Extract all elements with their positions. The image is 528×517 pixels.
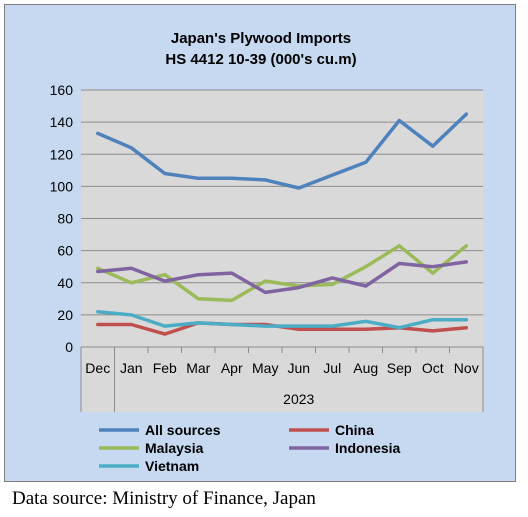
chart-title: Japan's Plywood Imports <box>171 30 351 47</box>
y-tick-label: 140 <box>50 114 74 130</box>
x-tick-label: Jan <box>120 360 143 376</box>
series-line-all-sources <box>96 112 469 190</box>
series-line-malaysia <box>96 244 469 303</box>
x-tick-label: Jul <box>323 360 341 376</box>
series-line-vietnam <box>96 309 469 330</box>
line-chart: 0 20 40 60 80 100 120 140 160 Dec Jan Feb Mar Apr May… <box>50 30 484 474</box>
x-tick-label: Jun <box>287 360 310 376</box>
y-tick-label: 60 <box>57 243 73 259</box>
source-note: Data source: Ministry of Finance, Japan <box>12 488 316 509</box>
x-tick-label: Mar <box>186 360 210 376</box>
legend-label-all-sources: All sources <box>145 422 221 438</box>
y-tick-label: 160 <box>50 82 74 98</box>
y-tick-label: 0 <box>65 339 73 355</box>
y-tick-label: 40 <box>57 275 73 291</box>
legend-label-indonesia: Indonesia <box>335 440 401 456</box>
y-tick-label: 20 <box>57 307 73 323</box>
x-tick-label: Apr <box>221 360 243 376</box>
chart-frame: 0 20 40 60 80 100 120 140 160 Dec Jan Feb Mar Apr May… <box>4 4 516 482</box>
x-tick-label: Sep <box>387 360 412 376</box>
x-tick-label: Feb <box>153 360 177 376</box>
y-tick-label: 80 <box>57 211 73 227</box>
series-line-indonesia <box>96 260 469 295</box>
x-tick-label: Aug <box>353 360 378 376</box>
chart-subtitle: HS 4412 10-39 (000's cu.m) <box>165 51 356 68</box>
x-tick-label: Dec <box>85 360 110 376</box>
y-tick-label: 100 <box>50 178 74 194</box>
legend-label-china: China <box>335 422 374 438</box>
x-tick-label: Nov <box>454 360 479 376</box>
x-group-label: 2023 <box>283 391 314 407</box>
legend-label-vietnam: Vietnam <box>145 458 199 474</box>
y-tick-label: 120 <box>50 146 74 162</box>
legend-label-malaysia: Malaysia <box>145 440 204 456</box>
x-tick-label: May <box>252 360 278 376</box>
x-tick-label: Oct <box>422 360 444 376</box>
